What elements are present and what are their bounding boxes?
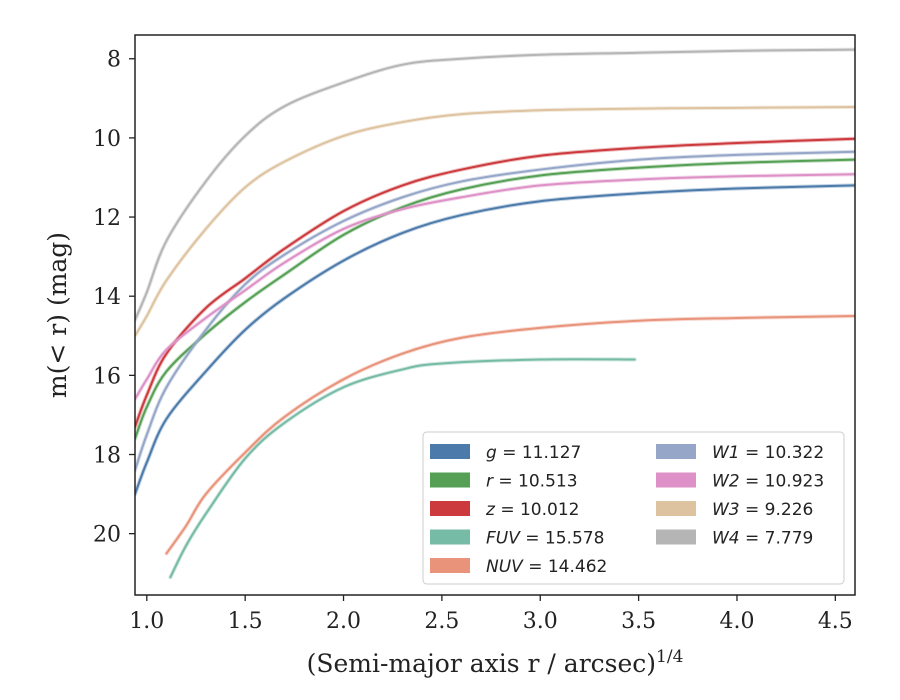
legend-swatch-z — [430, 501, 470, 516]
x-tick-label: 4.5 — [818, 609, 853, 634]
series-line-w4 — [135, 48, 855, 321]
legend-swatch-g — [430, 444, 470, 459]
x-tick-label: 2.5 — [424, 609, 459, 634]
legend-label-r: r = 10.513 — [486, 472, 578, 492]
legend-swatch-w1 — [656, 444, 696, 459]
y-tick-label: 8 — [107, 48, 121, 73]
legend-label-fuv: FUV = 15.578 — [486, 529, 604, 549]
y-tick-label: 12 — [93, 206, 121, 231]
legend-swatch-fuv — [430, 529, 470, 545]
x-tick-label: 4.0 — [719, 609, 754, 634]
y-tick-label: 18 — [93, 444, 121, 469]
ticks-layer: 1.0 1.5 2.0 2.5 3.0 3.5 4.0 4.5 8 10 12 14 16 18 20 — [93, 48, 853, 634]
legend-swatch-r — [430, 472, 470, 488]
x-tick-label: 1.0 — [129, 609, 164, 634]
legend-swatch-w4 — [656, 529, 696, 545]
legend: g = 11.127 r = 10.513 z = 10.012 FUV = 15.5… — [422, 431, 845, 585]
series-line-nuv — [165, 314, 855, 555]
series-band-w1 — [135, 149, 855, 473]
legend-label-z: z = 10.012 — [485, 500, 579, 520]
legend-swatch-nuv — [430, 558, 470, 573]
legend-swatch-w3 — [656, 501, 696, 516]
legend-swatch-w2 — [656, 472, 696, 488]
legend-label-w4: W4 = 7.779 — [712, 529, 813, 549]
series-line-fuv — [169, 358, 636, 579]
x-axis-label-text: (Semi-major axis r / arcsec) — [307, 649, 656, 678]
series-line-z — [135, 137, 855, 428]
y-tick-label: 10 — [93, 127, 121, 152]
plot-frame — [134, 34, 856, 596]
series-line-w1 — [135, 150, 855, 472]
legend-box — [422, 431, 845, 585]
series-layer — [135, 47, 855, 580]
series-line-w3 — [135, 106, 855, 337]
legend-label-g: g = 11.127 — [486, 443, 581, 463]
y-tick-label: 16 — [93, 364, 121, 389]
x-tick-label: 1.5 — [228, 609, 263, 634]
legend-label-w3: W3 = 9.226 — [712, 500, 813, 520]
x-tick-label: 3.0 — [523, 609, 558, 634]
series-line-g — [135, 184, 855, 496]
legend-label-w1: W1 = 10.322 — [712, 443, 824, 463]
y-tick-label: 14 — [93, 285, 121, 310]
series-line-w2 — [135, 173, 855, 401]
x-tick-label: 2.0 — [326, 609, 361, 634]
y-tick-label: 20 — [93, 523, 121, 548]
legend-label-nuv: NUV = 14.462 — [486, 557, 607, 577]
y-axis-label: m(< r) (mag) — [43, 232, 72, 398]
x-axis-label-exponent: 1/4 — [656, 647, 683, 667]
legend-label-w2: W2 = 10.923 — [712, 472, 824, 492]
series-band-r — [135, 157, 855, 441]
series-line-r — [135, 158, 855, 440]
x-axis-label: (Semi-major axis r / arcsec)1/4 — [307, 647, 684, 678]
x-tick-label: 3.5 — [621, 609, 656, 634]
